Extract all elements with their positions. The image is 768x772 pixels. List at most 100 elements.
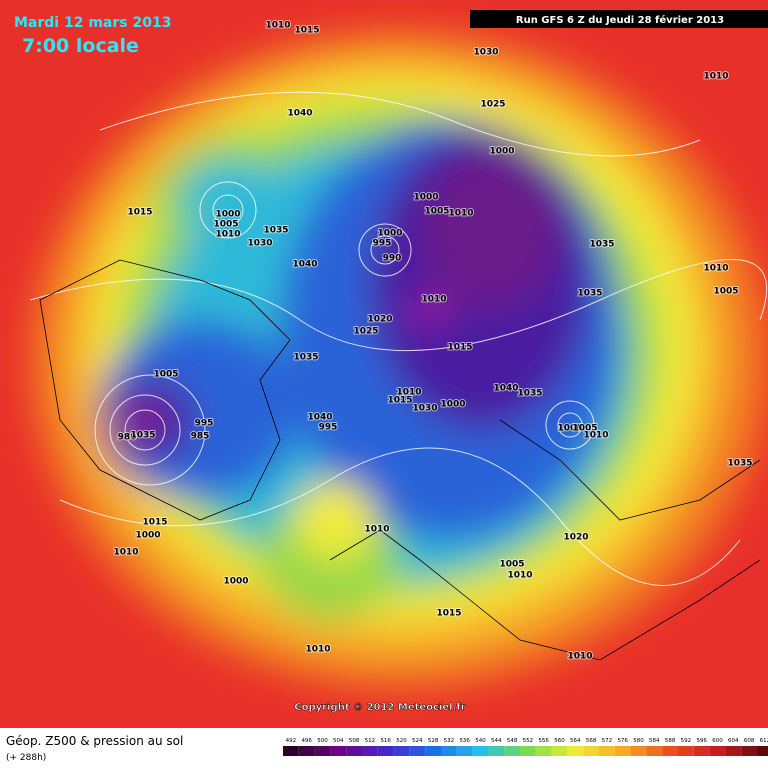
legend-swatch <box>741 746 757 756</box>
legend-level: 576 <box>617 738 628 744</box>
legend-level: 492 <box>286 738 297 744</box>
legend-level: 572 <box>602 738 613 744</box>
isobar-label: 990 <box>383 254 402 264</box>
isobar-label: 1040 <box>287 109 312 119</box>
isobar-label: 1010 <box>305 645 330 655</box>
isobar-label: 1005 <box>424 207 449 217</box>
legend-level: 516 <box>380 738 391 744</box>
legend-swatch <box>551 746 568 756</box>
isobar-label: 1010 <box>703 72 728 82</box>
isobar-label: 1010 <box>265 21 290 31</box>
isobar-label: 1000 <box>377 229 402 239</box>
isobar-label: 1015 <box>447 343 472 353</box>
forecast-time: 7:00 locale <box>22 35 139 57</box>
isobar-label: 1020 <box>563 533 588 543</box>
isobar-label: 1005 <box>572 424 597 434</box>
legend-level: 496 <box>301 738 312 744</box>
legend-swatch <box>362 746 378 756</box>
legend-swatch <box>630 746 647 756</box>
legend-swatch <box>425 746 441 756</box>
isobar-label: 1005 <box>153 370 178 380</box>
legend-level: 568 <box>586 738 597 744</box>
isobar-label: 1010 <box>113 548 138 558</box>
isobar-label: 1035 <box>577 289 602 299</box>
legend-level: 604 <box>728 738 739 744</box>
isobar-label: 1000 <box>135 531 160 541</box>
isobar-label: 1010 <box>421 295 446 305</box>
isobar-label: 1000 <box>413 193 438 203</box>
legend-swatch <box>599 746 615 756</box>
forecast-date: Mardi 12 mars 2013 <box>14 15 171 31</box>
isobar-label: 1015 <box>387 396 412 406</box>
isobar-label: 1010 <box>703 264 728 274</box>
legend-swatch <box>314 746 331 756</box>
isobar-label: 1035 <box>589 240 614 250</box>
legend-level: 524 <box>412 738 423 744</box>
copyright: Copyright © 2012 Meteociel.fr <box>294 702 465 713</box>
legend-level: 508 <box>349 738 360 744</box>
isobar-label: 1035 <box>517 389 542 399</box>
legend-level: 612 <box>760 738 768 744</box>
isobar-label: 1000 <box>223 577 248 587</box>
legend-swatch <box>441 746 457 756</box>
isobar-label: 1040 <box>493 384 518 394</box>
legend-swatch <box>583 746 599 756</box>
legend-level: 512 <box>365 738 376 744</box>
isobar-label: 1025 <box>353 327 378 337</box>
footer-title: Géop. Z500 & pression au sol <box>6 734 183 748</box>
run-banner <box>470 10 768 28</box>
legend-level: 560 <box>554 738 565 744</box>
legend-swatch <box>409 746 426 756</box>
legend-swatch <box>646 746 663 756</box>
run-info: Run GFS 6 Z du Jeudi 28 février 2013 <box>516 14 724 26</box>
legend-swatch <box>504 746 520 756</box>
isobar-label: 1000 <box>440 400 465 410</box>
legend-level: 600 <box>712 738 723 744</box>
legend-swatch <box>662 746 678 756</box>
legend-level: 584 <box>649 738 660 744</box>
legend-level: 520 <box>396 738 407 744</box>
legend-swatch <box>725 746 742 756</box>
isobar-label: 1005 <box>213 220 238 230</box>
isobar-label: 1030 <box>473 48 498 58</box>
legend: 492 496 500 504 508 512 516 520 524 528 532 536 540 5… <box>283 738 768 756</box>
isobar-label: 980 <box>118 433 137 443</box>
legend-level: 536 <box>459 738 470 744</box>
isobar-label: 1035 <box>263 226 288 236</box>
legend-level: 504 <box>333 738 344 744</box>
isobar-label: 1010 <box>583 431 608 441</box>
isobar-label: 1010 <box>396 388 421 398</box>
isobar-label: 1005 <box>713 287 738 297</box>
legend-level: 596 <box>696 738 707 744</box>
isobar-label: 1005 <box>499 560 524 570</box>
legend-swatch <box>456 746 473 756</box>
legend-level: 564 <box>570 738 581 744</box>
legend-swatch <box>709 746 726 756</box>
legend-swatch <box>757 746 768 756</box>
legend-swatch <box>614 746 631 756</box>
coastlines <box>39 259 761 661</box>
isobar-label: 1015 <box>436 609 461 619</box>
legend-swatch <box>520 746 536 756</box>
isobar-label: 1020 <box>367 315 392 325</box>
isobar-label: 1000 <box>215 210 240 220</box>
legend-swatch <box>283 746 299 756</box>
legend-level: 540 <box>475 738 486 744</box>
isobar-label: 1010 <box>567 652 592 662</box>
legend-swatch <box>535 746 552 756</box>
isobar-label: 1010 <box>507 571 532 581</box>
legend-swatch <box>298 746 315 756</box>
isobar-label: 1035 <box>293 353 318 363</box>
isobar-label: 1015 <box>142 518 167 528</box>
legend-swatch <box>567 746 584 756</box>
isobar-label: 1030 <box>412 404 437 414</box>
legend-level: 528 <box>428 738 439 744</box>
legend-level: 532 <box>444 738 455 744</box>
isobar-label: 995 <box>319 423 338 433</box>
isobar-label: 1035 <box>130 431 155 441</box>
legend-level: 588 <box>665 738 676 744</box>
isobar-label: 995 <box>195 419 214 429</box>
legend-swatch <box>330 746 347 756</box>
forecast-lead: (+ 288h) <box>6 753 46 763</box>
